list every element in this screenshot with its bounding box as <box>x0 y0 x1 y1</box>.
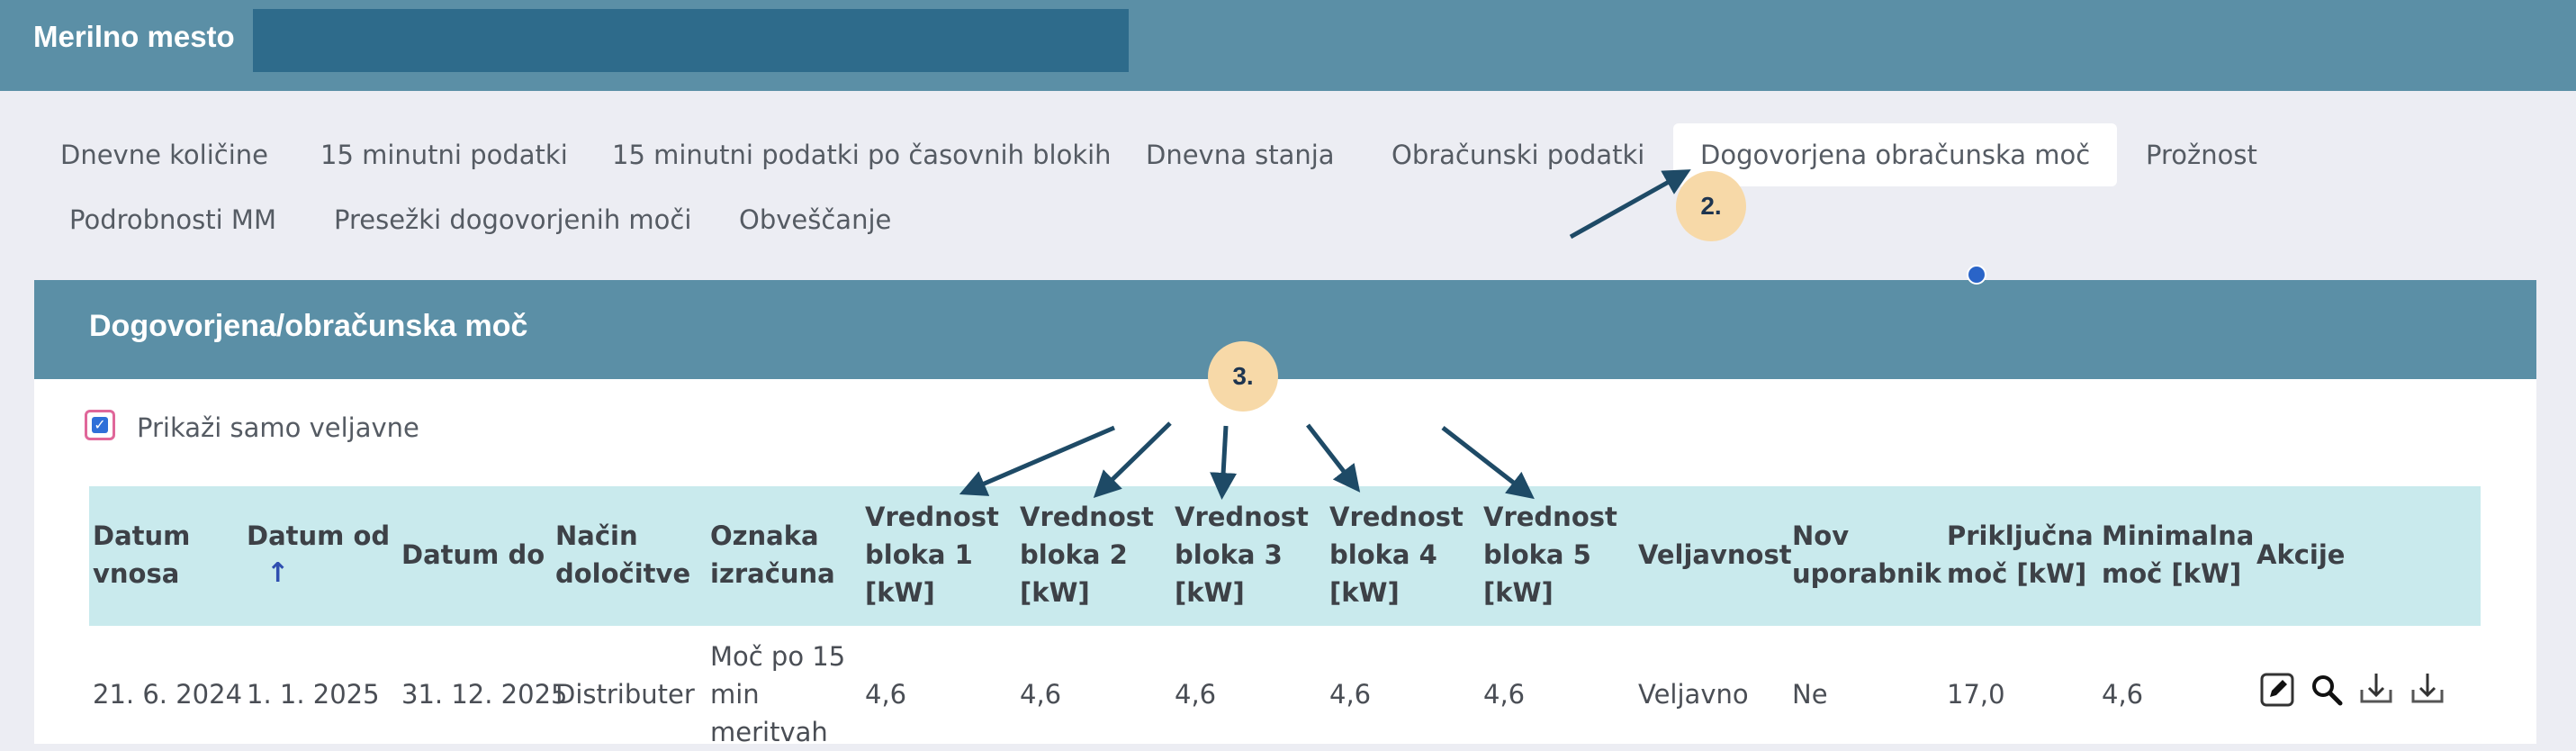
cell-blok-1: 4,6 <box>865 679 907 710</box>
sort-ascending-icon[interactable]: ↑ <box>266 557 290 589</box>
tab-obvescanje[interactable]: Obveščanje <box>739 204 892 235</box>
tab-presezki[interactable]: Presežki dogovorjenih moči <box>334 204 692 235</box>
panel-header: Dogovorjena/obračunska moč <box>34 280 2536 379</box>
tab-podrobnosti-mm[interactable]: Podrobnosti MM <box>69 204 276 235</box>
annotation-badge-2: 2. <box>1676 171 1746 241</box>
edit-icon[interactable] <box>2259 672 2295 708</box>
top-bar: Merilno mesto <box>0 0 2576 91</box>
cell-datum-vnosa: 21. 6. 2024 <box>93 679 243 710</box>
cell-nov-uporabnik: Ne <box>1792 679 1828 710</box>
tab-obracunski-podatki[interactable]: Obračunski podatki <box>1392 140 1645 170</box>
col-nov-uporabnik[interactable]: Nov uporabnik <box>1792 520 1941 589</box>
cell-prikljucna-moc: 17,0 <box>1947 679 2005 710</box>
col-akcije: Akcije <box>2256 539 2346 570</box>
col-vrednost-bloka-5[interactable]: Vrednost bloka 5 [kW] <box>1483 502 1617 608</box>
col-prikljucna-moc[interactable]: Priključna moč [kW] <box>1947 520 2094 589</box>
search-icon[interactable] <box>2309 672 2345 708</box>
page-title: Merilno mesto <box>33 20 235 53</box>
valid-only-checkbox[interactable]: ✓ <box>85 410 115 440</box>
cell-blok-5: 4,6 <box>1483 679 1526 710</box>
redacted-field <box>253 9 1129 72</box>
tab-dnevna-stanja[interactable]: Dnevna stanja <box>1146 140 1335 170</box>
annotation-badge-3: 3. <box>1208 341 1278 412</box>
download-icon[interactable] <box>2358 670 2394 706</box>
col-vrednost-bloka-2[interactable]: Vrednost bloka 2 [kW] <box>1020 502 1154 608</box>
cell-blok-4: 4,6 <box>1329 679 1372 710</box>
col-vrednost-bloka-3[interactable]: Vrednost bloka 3 [kW] <box>1175 502 1309 608</box>
table-header <box>89 486 2481 626</box>
tab-15-minutni-podatki[interactable]: 15 minutni podatki <box>320 140 568 170</box>
cell-datum-od: 1. 1. 2025 <box>247 679 380 710</box>
col-vrednost-bloka-1[interactable]: Vrednost bloka 1 [kW] <box>865 502 999 608</box>
cell-oznaka: Moč po 15 min meritvah <box>710 641 846 747</box>
valid-only-label: Prikaži samo veljavne <box>137 412 419 443</box>
col-vrednost-bloka-4[interactable]: Vrednost bloka 4 [kW] <box>1329 502 1464 608</box>
tab-dnevne-kolicine[interactable]: Dnevne količine <box>60 140 268 170</box>
cell-veljavnost: Veljavno <box>1638 679 1749 710</box>
panel-title: Dogovorjena/obračunska moč <box>89 309 528 343</box>
cell-blok-3: 4,6 <box>1175 679 1217 710</box>
download-icon[interactable] <box>2409 670 2445 706</box>
tab-dogovorjena-obracunska-moc[interactable]: Dogovorjena obračunska moč <box>1673 123 2118 186</box>
col-datum-do[interactable]: Datum do <box>401 539 545 570</box>
col-nacin-dolocitve[interactable]: Način določitve <box>555 520 691 589</box>
cell-datum-do: 31. 12. 2025 <box>401 679 568 710</box>
col-minimalna-moc[interactable]: Minimalna moč [kW] <box>2102 520 2255 589</box>
cell-minimalna-moc: 4,6 <box>2102 679 2144 710</box>
tab-15-minutni-po-blokih[interactable]: 15 minutni podatki po časovnih blokih <box>612 140 1112 170</box>
cell-nacin: Distributer <box>555 679 695 710</box>
col-datum-od[interactable]: Datum od ↑ <box>247 517 390 593</box>
tab-proznost[interactable]: Prožnost <box>2146 140 2257 170</box>
marker-dot-icon <box>1967 265 1986 285</box>
col-veljavnost[interactable]: Veljavnost <box>1638 539 1792 570</box>
col-oznaka-izracuna[interactable]: Oznaka izračuna <box>710 520 835 589</box>
checkmark-icon: ✓ <box>92 417 108 433</box>
cell-blok-2: 4,6 <box>1020 679 1062 710</box>
col-datum-vnosa[interactable]: Datum vnosa <box>93 520 191 589</box>
